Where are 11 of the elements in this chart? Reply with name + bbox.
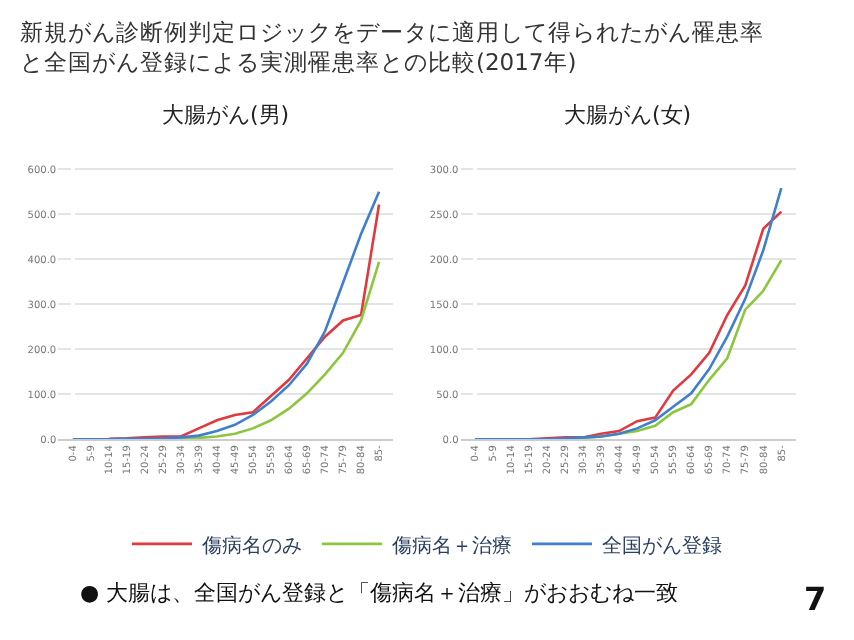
text: 7: [804, 580, 827, 618]
chart-title: 大腸がん(男): [162, 102, 290, 128]
text: ● 大腸は、全国がん登録と「傷病名＋治療」がおおむね一致: [80, 580, 679, 606]
text: 新規がん診断例判定ロジックをデータに適用して得られたがん罹患率と全国がん登録による実測罹患率との比較(2017年): [20, 18, 764, 76]
line-series: [71, 190, 381, 440]
legend-label: 全国がん登録: [602, 533, 722, 558]
legend-label: 傷病名のみ: [202, 533, 302, 558]
line-series: [107, 203, 381, 440]
chart-title: 大腸がん(女): [564, 102, 692, 128]
legend-label: 傷病名＋治療: [392, 533, 512, 558]
line-series: [473, 186, 783, 440]
